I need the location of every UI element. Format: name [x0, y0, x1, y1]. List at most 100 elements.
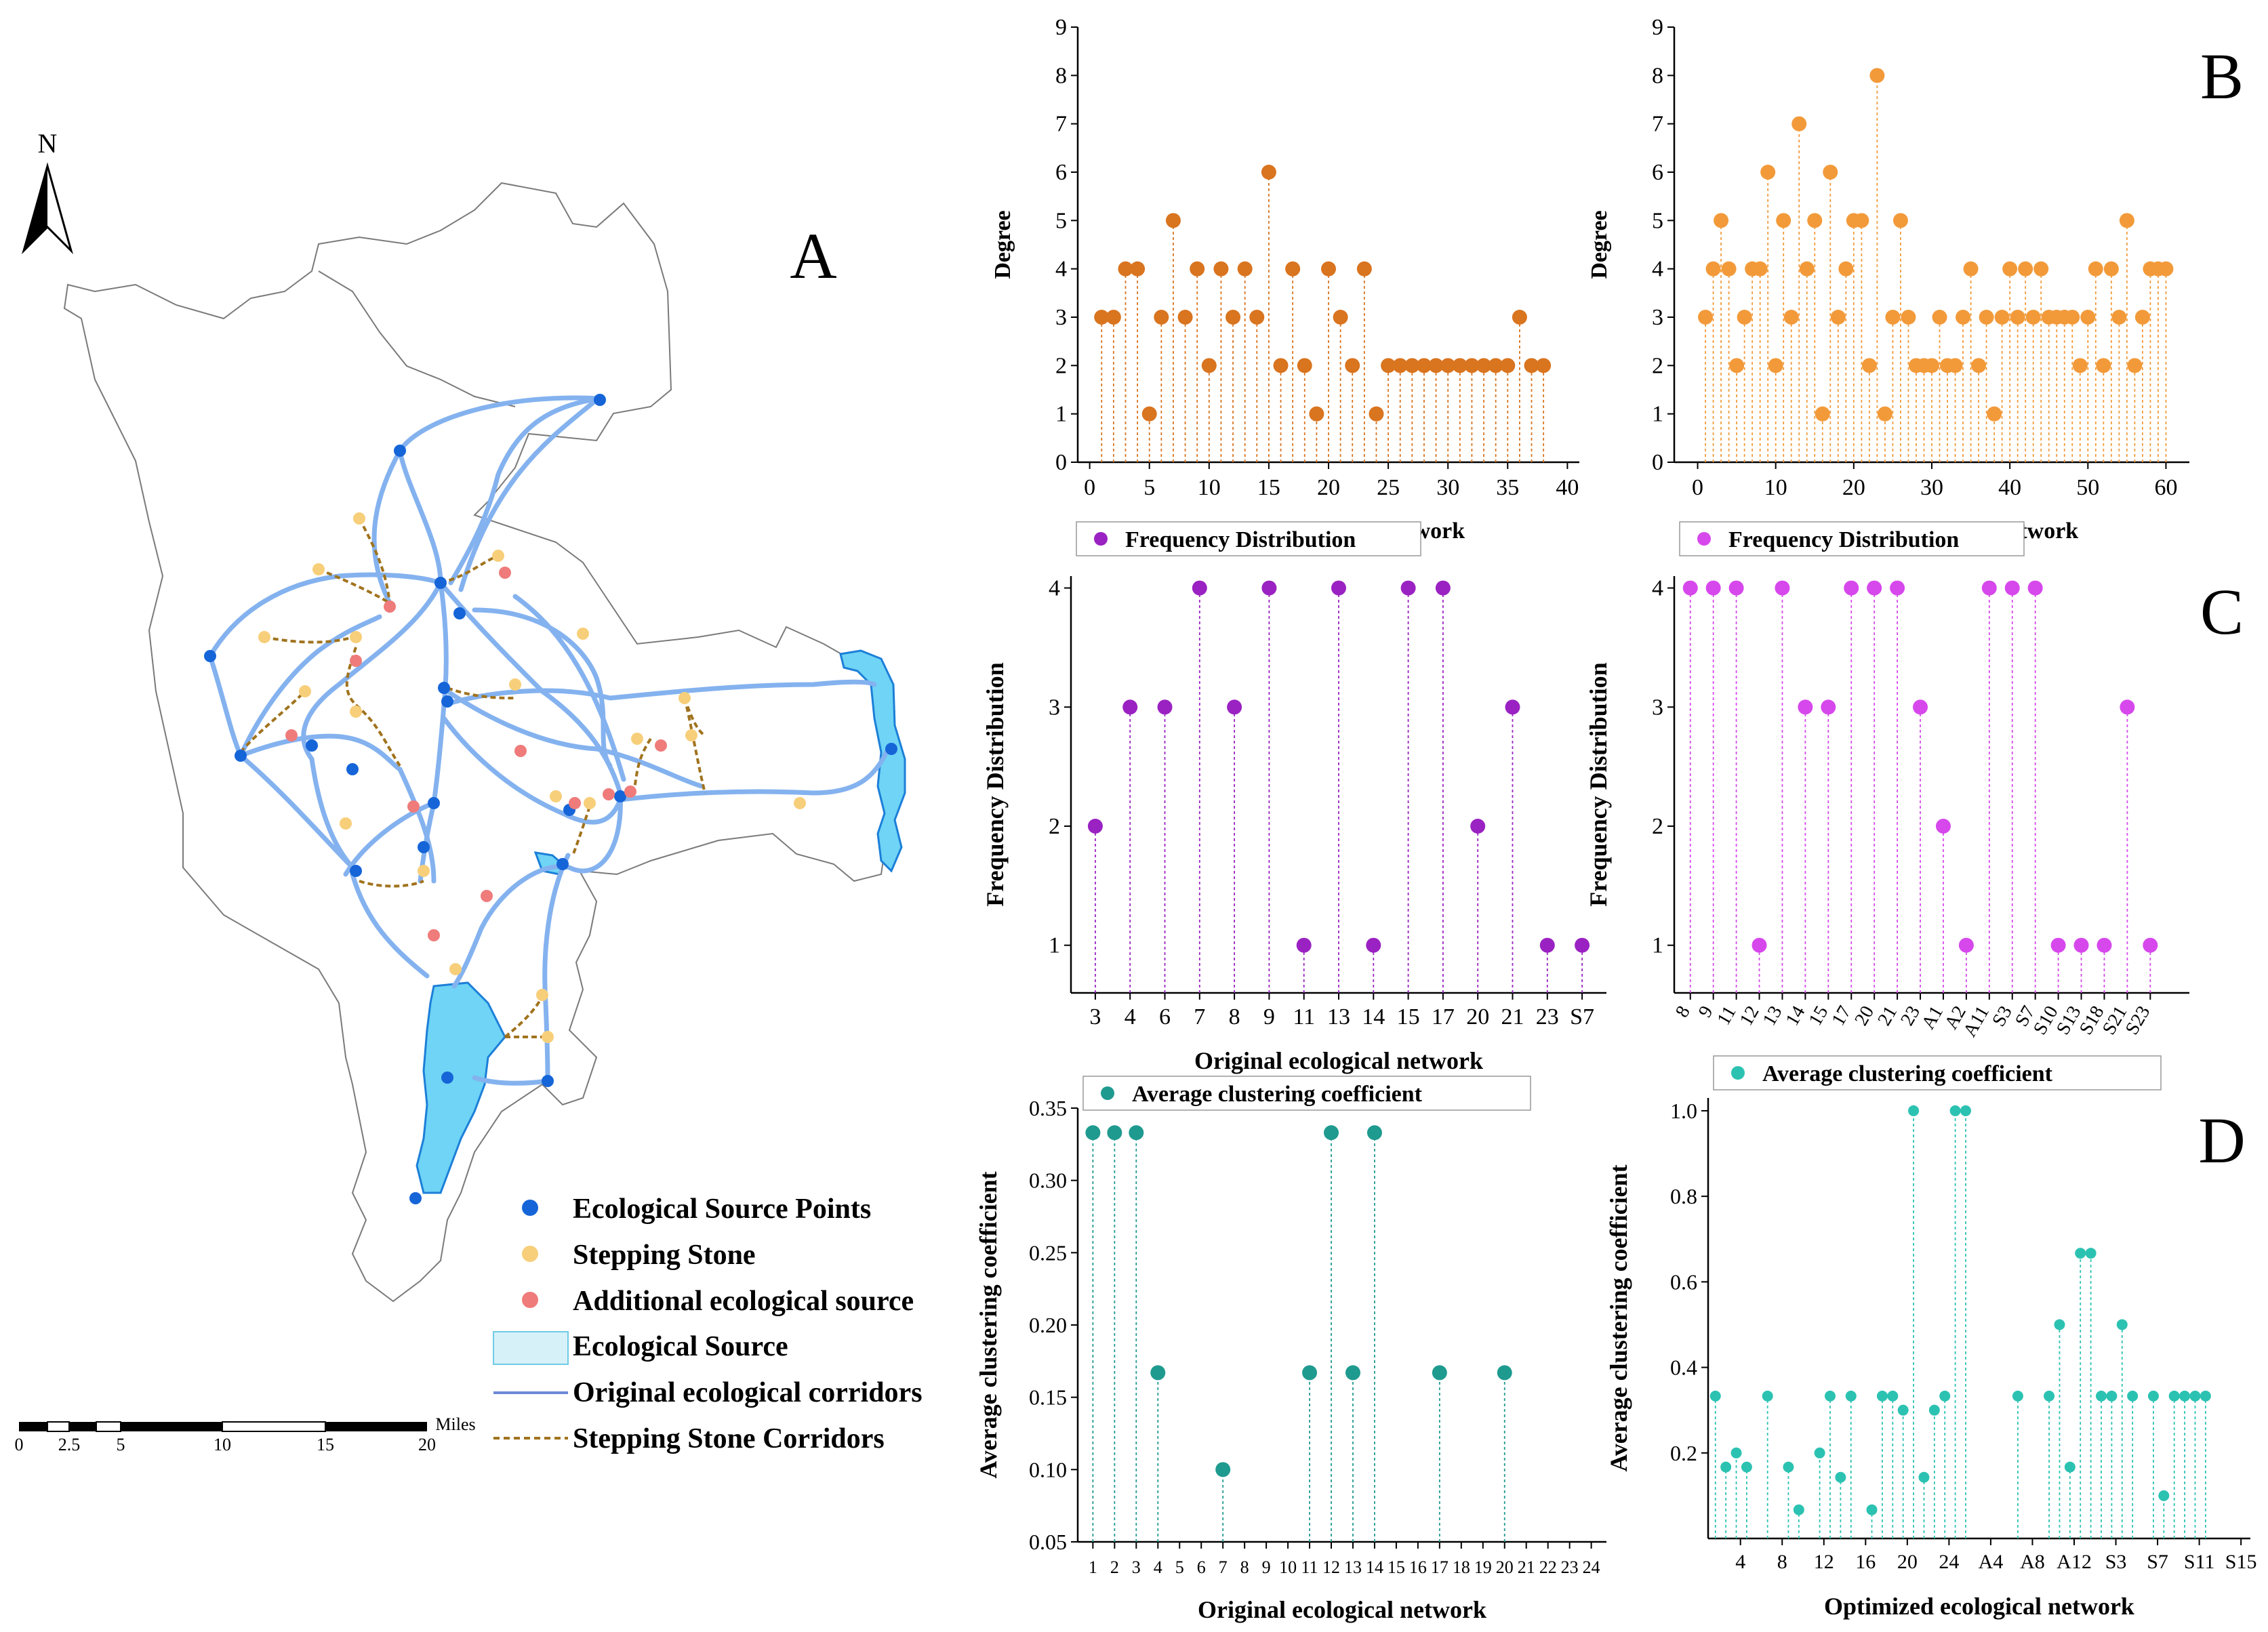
- data-point: [1213, 261, 1229, 277]
- x-tick-label: S3: [2105, 1551, 2127, 1573]
- x-axis-label: Original ecological network: [1194, 1047, 1483, 1074]
- x-tick-label: 20: [1466, 1004, 1489, 1029]
- data-point: [1720, 1461, 1732, 1473]
- data-point: [1823, 165, 1838, 180]
- data-point: [1366, 1125, 1382, 1141]
- charts: 01234567890510152025303540Original ecolo…: [975, 15, 2268, 1623]
- y-tick-label: 0.10: [1029, 1457, 1067, 1482]
- x-tick-label: 15: [1257, 475, 1280, 500]
- data-point: [1947, 358, 1963, 373]
- data-point: [1331, 580, 1346, 596]
- chart-legend: Frequency Distribution: [1076, 521, 1421, 556]
- data-point: [1130, 261, 1146, 277]
- data-point: [1897, 1404, 1909, 1416]
- legend-label: Stepping Stone: [573, 1240, 756, 1271]
- y-tick-label: 0.6: [1670, 1269, 1697, 1294]
- data-point: [1369, 406, 1384, 422]
- data-point: [1892, 213, 1908, 228]
- x-tick-label: S23: [2122, 1002, 2155, 1038]
- data-point: [1094, 310, 1110, 325]
- data-point: [1729, 358, 1745, 373]
- x-tick-label: 16: [1409, 1557, 1427, 1577]
- data-point: [1500, 358, 1516, 373]
- data-point: [1845, 1390, 1857, 1402]
- x-tick-label: 2: [1110, 1557, 1119, 1577]
- x-axis-label: Original ecological network: [1198, 1596, 1486, 1623]
- panel-letter-a: A: [790, 220, 836, 292]
- north-label: N: [38, 128, 58, 159]
- data-point: [1575, 937, 1590, 953]
- x-tick-label: 17: [1827, 1002, 1855, 1029]
- legend-marker-icon: [1697, 532, 1711, 546]
- data-point: [1793, 1504, 1804, 1515]
- data-point: [2111, 310, 2127, 325]
- region-boundary: [63, 182, 896, 1303]
- x-tick-label: S7: [1570, 1004, 1594, 1029]
- data-point: [1190, 261, 1205, 277]
- data-point: [1844, 580, 1859, 596]
- y-tick-label: 2: [1055, 353, 1067, 378]
- legend-label: Frequency Distribution: [1125, 527, 1356, 552]
- y-axis-label: Average clustering coefficient: [975, 1171, 1002, 1478]
- data-point: [2127, 358, 2143, 373]
- y-tick-label: 1: [1652, 402, 1663, 427]
- y-tick-label: 2: [1652, 814, 1663, 839]
- data-point: [1381, 358, 1396, 373]
- x-tick-label: 8: [1240, 1557, 1249, 1577]
- legend-label: Additional ecological source: [573, 1286, 914, 1317]
- data-point: [1751, 937, 1767, 953]
- data-point: [1887, 1390, 1899, 1402]
- data-point: [1799, 261, 1815, 277]
- x-tick-label: 10: [1764, 475, 1787, 500]
- legend-marker-icon: [1094, 532, 1108, 546]
- data-point: [1709, 1390, 1721, 1402]
- x-tick-label: 6: [1159, 1004, 1171, 1029]
- data-point: [1682, 580, 1698, 596]
- y-tick-label: 0.35: [1029, 1096, 1067, 1120]
- x-tick-label: 4: [1735, 1551, 1745, 1573]
- data-point: [1908, 1105, 1920, 1116]
- y-tick-label: 6: [1652, 160, 1663, 185]
- chart-d-right: 0.2 0.4 0.6 0.8 1.0 4 8 12 16 20 24 A4 A8 A12 S3 S7 S11 S…: [1605, 1055, 2268, 1620]
- legend-label: Average clustering coefficient: [1762, 1061, 2053, 1086]
- data-point: [1539, 937, 1555, 953]
- data-point: [2147, 1390, 2159, 1402]
- data-point: [1776, 213, 1791, 228]
- x-tick-label: 7: [1194, 1004, 1205, 1029]
- y-tick-label: 3: [1055, 305, 1067, 330]
- x-tick-label: 12: [1814, 1551, 1834, 1573]
- data-point: [1285, 261, 1301, 277]
- y-tick-label: 0: [1652, 450, 1663, 475]
- data-point: [1416, 358, 1432, 373]
- data-point: [1118, 261, 1133, 277]
- y-axis-label: Average clustering coefficient: [1605, 1164, 1632, 1471]
- y-tick-label: 0.4: [1670, 1355, 1697, 1380]
- data-point: [1157, 699, 1173, 715]
- data-point: [1981, 580, 1997, 596]
- x-tick-label: 15: [1397, 1004, 1420, 1029]
- x-tick-label: A8: [2020, 1551, 2045, 1573]
- data-point: [1752, 261, 1768, 277]
- y-tick-label: 8: [1652, 63, 1663, 88]
- x-tick-label: 14: [1362, 1004, 1385, 1029]
- legend-label: Frequency Distribution: [1728, 527, 1959, 552]
- y-tick-label: 7: [1652, 112, 1663, 137]
- panel-letter: B: [2200, 40, 2244, 113]
- x-tick-label: 17: [1432, 1004, 1455, 1029]
- legend-label: Average clustering coefficient: [1132, 1082, 1423, 1107]
- data-point: [1866, 1504, 1878, 1515]
- data-point: [1345, 358, 1360, 373]
- x-tick-label: 5: [1143, 475, 1155, 500]
- data-point: [1107, 1125, 1122, 1141]
- x-tick-label: 0: [1084, 475, 1095, 500]
- x-tick-label: 5: [1175, 1557, 1184, 1577]
- x-tick-label: 40: [1556, 475, 1579, 500]
- scale-unit: Miles: [435, 1414, 475, 1434]
- data-point: [1227, 699, 1242, 715]
- data-point: [1392, 358, 1408, 373]
- x-tick-label: 8: [1672, 1002, 1695, 1021]
- data-point: [1762, 1390, 1773, 1402]
- x-tick-label: 7: [1219, 1557, 1228, 1577]
- x-tick-label: 3: [1132, 1557, 1141, 1577]
- data-point: [1741, 1461, 1752, 1473]
